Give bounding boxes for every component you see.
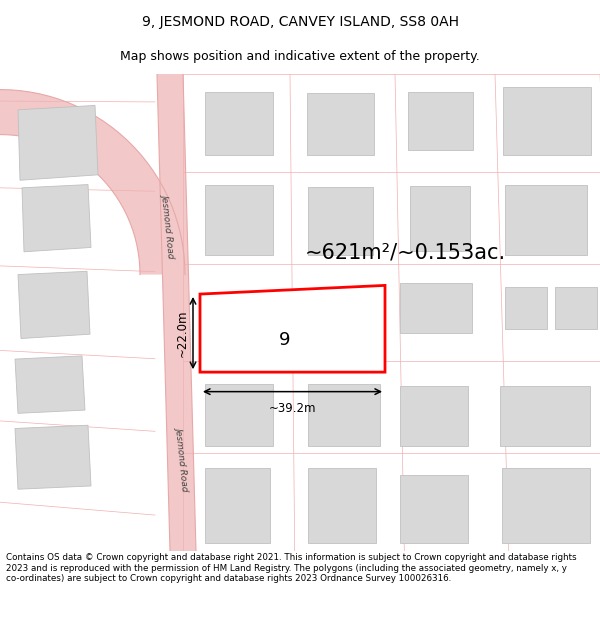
Bar	[307, 298, 355, 333]
Polygon shape	[15, 425, 91, 489]
Bar	[505, 185, 587, 255]
Bar	[308, 468, 376, 543]
Bar	[205, 92, 273, 155]
Polygon shape	[0, 89, 185, 274]
Bar	[308, 384, 380, 446]
Polygon shape	[157, 74, 196, 551]
Text: Jesmond Road: Jesmond Road	[160, 193, 176, 258]
Bar	[205, 384, 273, 446]
Bar	[410, 186, 470, 251]
Text: 9: 9	[279, 331, 291, 349]
Bar	[400, 283, 472, 333]
Bar	[408, 92, 473, 150]
Bar	[400, 476, 468, 543]
Bar	[500, 386, 590, 446]
Text: ~621m²/~0.153ac.: ~621m²/~0.153ac.	[305, 243, 506, 263]
Text: 9, JESMOND ROAD, CANVEY ISLAND, SS8 0AH: 9, JESMOND ROAD, CANVEY ISLAND, SS8 0AH	[142, 14, 458, 29]
Bar	[307, 93, 374, 155]
Bar	[205, 185, 273, 255]
Polygon shape	[22, 184, 91, 252]
Text: Map shows position and indicative extent of the property.: Map shows position and indicative extent…	[120, 49, 480, 62]
Bar	[400, 386, 468, 446]
Bar	[308, 187, 373, 255]
Polygon shape	[18, 271, 90, 339]
Text: ~22.0m: ~22.0m	[176, 309, 189, 357]
Polygon shape	[200, 286, 385, 372]
Text: Jesmond Road: Jesmond Road	[174, 426, 190, 491]
Bar	[555, 287, 597, 329]
Bar	[502, 468, 590, 543]
Bar	[505, 287, 547, 329]
Text: Contains OS data © Crown copyright and database right 2021. This information is : Contains OS data © Crown copyright and d…	[6, 553, 577, 583]
Bar	[205, 302, 260, 372]
Bar	[503, 88, 591, 155]
Polygon shape	[15, 356, 85, 413]
Bar	[205, 468, 270, 543]
Polygon shape	[18, 106, 98, 180]
Bar	[308, 342, 353, 370]
Text: ~39.2m: ~39.2m	[269, 402, 316, 414]
